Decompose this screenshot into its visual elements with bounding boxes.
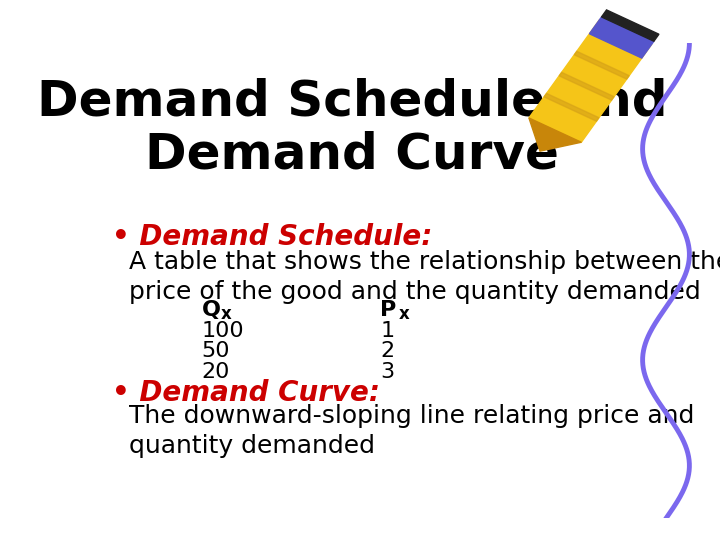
Bar [559, 72, 614, 100]
Text: The downward-sloping line relating price and
quantity demanded: The downward-sloping line relating price… [129, 404, 694, 458]
Text: A table that shows the relationship between the
price of the good and the quanti: A table that shows the relationship betw… [129, 250, 720, 305]
Text: • Demand Curve:: • Demand Curve: [112, 379, 380, 407]
Text: 1: 1 [380, 321, 395, 341]
Text: • Demand Schedule:: • Demand Schedule: [112, 223, 433, 251]
Text: P: P [380, 300, 397, 320]
Bar [575, 51, 629, 79]
Bar [544, 93, 599, 121]
Text: 50: 50 [202, 341, 230, 361]
Text: x: x [221, 305, 232, 323]
Polygon shape [529, 118, 581, 151]
Text: 3: 3 [380, 362, 395, 382]
Text: 2: 2 [380, 341, 395, 361]
Bar [601, 10, 659, 41]
Text: Q: Q [202, 300, 220, 320]
Bar [529, 20, 652, 142]
Text: x: x [399, 305, 410, 323]
Text: Demand Schedule and
Demand Curve: Demand Schedule and Demand Curve [37, 77, 667, 179]
Text: 20: 20 [202, 362, 230, 382]
Bar [590, 17, 654, 58]
Text: 100: 100 [202, 321, 244, 341]
